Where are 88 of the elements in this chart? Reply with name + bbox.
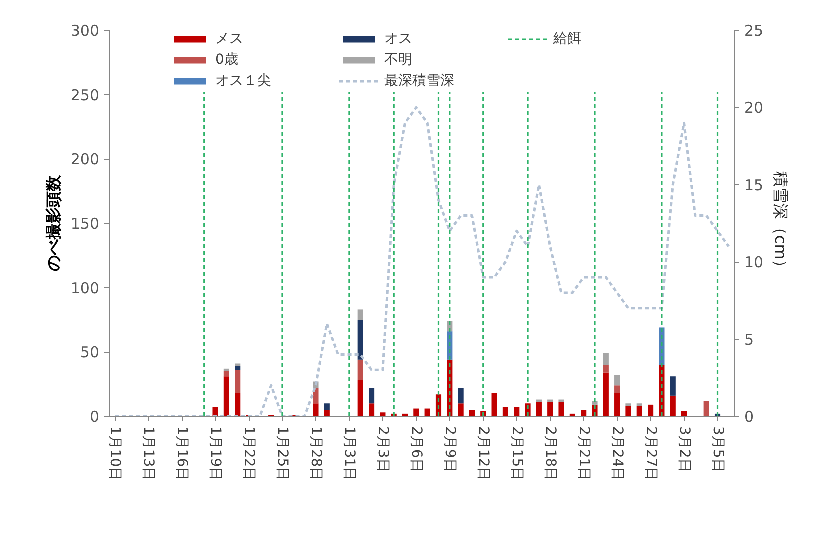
legend-label: 最深積雪深	[384, 72, 456, 90]
bar	[458, 388, 464, 404]
bar	[636, 404, 642, 406]
legend-label: オス１尖	[216, 72, 272, 90]
legend-label: メス	[216, 30, 244, 48]
bar	[324, 410, 330, 416]
x-tick-label: 2月9日	[442, 426, 458, 472]
x-tick-label: 1月19日	[208, 426, 224, 482]
bar	[358, 360, 364, 380]
y-tick-label: 200	[70, 150, 100, 169]
bar	[603, 365, 609, 373]
y-tick-label: 0	[90, 408, 100, 426]
bar	[492, 393, 498, 416]
bar	[458, 404, 464, 416]
x-tick-label: 2月3日	[374, 426, 391, 472]
legend-label: 0歳	[216, 51, 240, 69]
bar	[224, 371, 230, 377]
y-tick-label: 150	[70, 215, 100, 233]
bar	[704, 401, 710, 416]
bar	[313, 404, 319, 416]
y2-tick-label: 10	[744, 254, 764, 272]
bar	[358, 320, 364, 360]
x-tick-label: 3月5日	[710, 426, 726, 472]
y2-tick-label: 0	[744, 408, 754, 426]
bar	[558, 400, 564, 402]
bar	[235, 370, 241, 394]
bar	[614, 393, 620, 416]
bar	[603, 353, 609, 366]
bar	[235, 364, 241, 366]
x-tick-label: 2月15日	[508, 426, 525, 482]
x-tick-label: 2月24日	[609, 426, 626, 482]
x-tick-label: 1月13日	[140, 426, 157, 482]
bar	[235, 393, 241, 416]
bar	[614, 375, 620, 386]
bar	[380, 412, 386, 416]
x-tick-label: 1月16日	[174, 426, 190, 482]
y-tick-label: 100	[70, 279, 100, 298]
bar	[224, 376, 230, 416]
bar	[581, 410, 587, 416]
bar	[614, 386, 620, 394]
bar	[670, 396, 676, 416]
x-tick-label: 1月31日	[341, 426, 358, 482]
y2-tick-label: 15	[744, 176, 764, 194]
bar	[324, 404, 330, 410]
bar	[368, 388, 375, 404]
x-tick-label: 2月12日	[475, 426, 492, 482]
x-tick-label: 2月21日	[576, 426, 592, 482]
bar	[358, 310, 364, 320]
y-axis-title: のべ撮影頭数	[44, 174, 63, 272]
bar	[548, 400, 554, 402]
bar	[424, 408, 430, 416]
bar	[670, 376, 676, 396]
bar	[636, 406, 642, 416]
bar	[224, 368, 230, 372]
bar	[558, 402, 564, 416]
bar	[469, 410, 476, 416]
y2-axis-title: 積雪深（cm）	[772, 171, 791, 276]
y-tick-label: 300	[70, 22, 100, 40]
x-tick-label: 2月18日	[542, 426, 558, 482]
y2-tick-label: 25	[744, 22, 764, 40]
bar	[502, 407, 508, 416]
bar	[368, 404, 375, 416]
x-tick-label: 2月6日	[408, 426, 424, 472]
legend-label: 給餌	[554, 30, 582, 48]
x-tick-label: 1月28日	[308, 426, 324, 482]
bar	[548, 402, 554, 416]
y2-tick-label: 5	[744, 330, 754, 349]
bar	[358, 380, 364, 416]
bar	[212, 407, 218, 416]
bar	[414, 408, 420, 416]
bar	[626, 406, 632, 416]
y-tick-label: 50	[80, 344, 100, 362]
bar	[626, 404, 632, 406]
x-tick-label: 3月2日	[676, 426, 692, 472]
x-tick-label: 1月25日	[274, 426, 290, 482]
y-tick-label: 250	[70, 86, 100, 104]
legend-label: オス	[384, 30, 414, 48]
y2-tick-label: 20	[744, 99, 764, 118]
bar	[536, 402, 542, 416]
bar	[603, 372, 609, 416]
x-tick-label: 1月22日	[241, 426, 258, 482]
x-tick-label: 1月10日	[107, 426, 124, 482]
bar	[235, 366, 241, 370]
legend-label: 不明	[384, 51, 414, 69]
bar	[514, 407, 520, 416]
bar	[536, 400, 542, 402]
x-tick-label: 2月27日	[642, 426, 659, 482]
bar	[648, 404, 654, 416]
